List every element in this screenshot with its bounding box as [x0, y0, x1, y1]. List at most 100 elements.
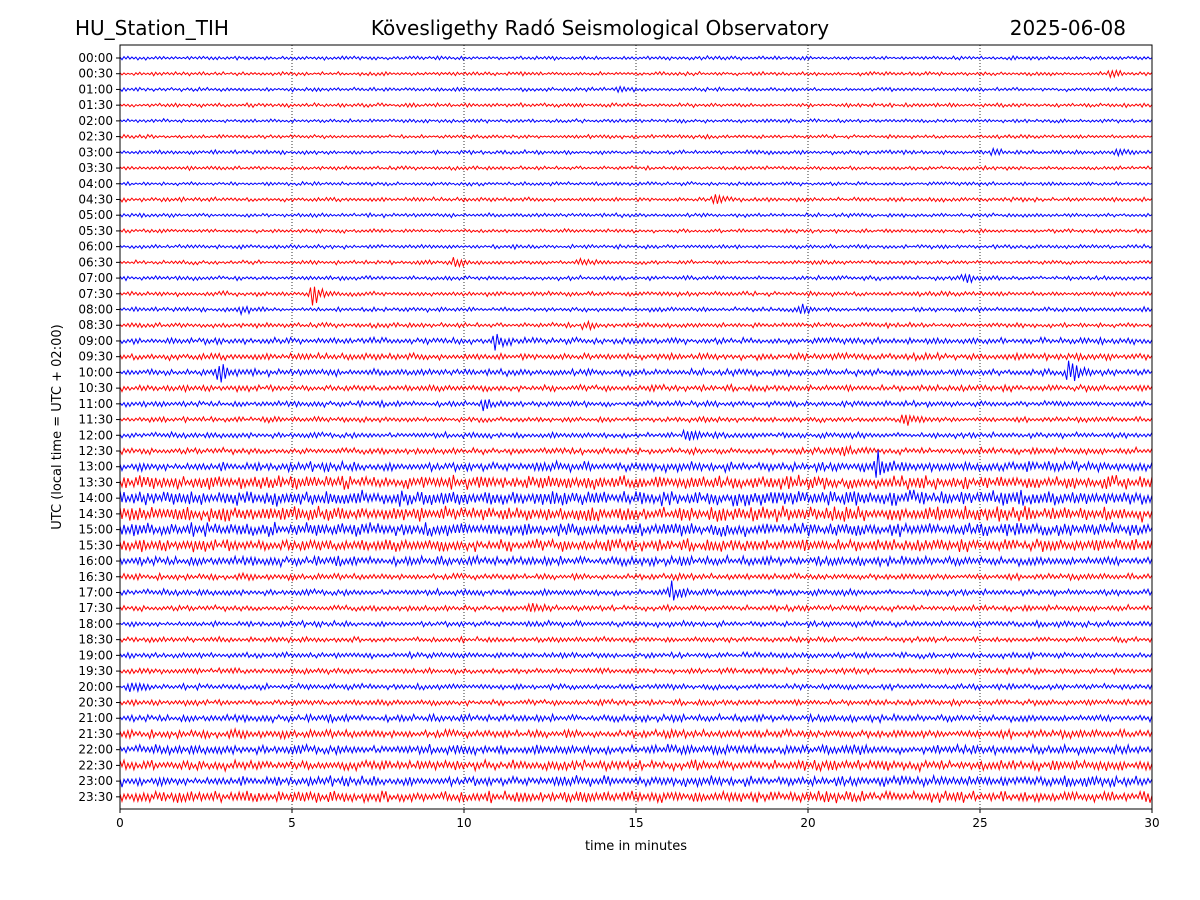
- trace-1400: [119, 489, 1153, 507]
- y-tick-label: 03:30: [78, 161, 113, 175]
- y-tick-label: 18:00: [78, 617, 113, 631]
- y-tick-label: 21:00: [78, 711, 113, 725]
- trace-0300: [119, 146, 1153, 158]
- y-tick-label: 13:00: [78, 460, 113, 474]
- y-tick-label: 04:30: [78, 192, 113, 206]
- y-tick-label: 12:30: [78, 444, 113, 458]
- trace-0430: [119, 193, 1153, 206]
- trace-1500: [119, 521, 1153, 538]
- y-tick-label: 19:30: [78, 664, 113, 678]
- trace-0630: [119, 256, 1153, 269]
- y-tick-label: 21:30: [78, 727, 113, 741]
- trace-2030: [119, 697, 1153, 708]
- y-tick-label: 03:00: [78, 145, 113, 159]
- trace-1330: [119, 474, 1153, 490]
- trace-1100: [119, 398, 1153, 412]
- y-tick-label: 20:00: [78, 680, 113, 694]
- trace-1130: [119, 413, 1153, 426]
- y-tick-label: 11:00: [78, 397, 113, 411]
- trace-1430: [119, 505, 1153, 523]
- y-tick-label: 22:30: [78, 758, 113, 772]
- y-tick-label: 10:30: [78, 381, 113, 395]
- y-tick-label: 01:00: [78, 82, 113, 96]
- trace-0400: [119, 180, 1153, 187]
- y-tick-label: 16:00: [78, 554, 113, 568]
- y-tick-label: 12:00: [78, 428, 113, 442]
- trace-0700: [119, 272, 1153, 284]
- y-tick-label: 14:00: [78, 491, 113, 505]
- trace-2200: [119, 742, 1153, 757]
- y-tick-label: 08:00: [78, 303, 113, 317]
- trace-1530: [119, 537, 1153, 553]
- trace-0230: [119, 133, 1153, 140]
- trace-0030: [119, 68, 1153, 79]
- trace-layer: [119, 54, 1153, 805]
- trace-1300: [119, 450, 1153, 478]
- trace-2100: [119, 712, 1153, 725]
- y-tick-label: 04:00: [78, 177, 113, 191]
- y-tick-label: 15:00: [78, 523, 113, 537]
- trace-1030: [119, 382, 1153, 394]
- trace-1930: [119, 666, 1153, 676]
- trace-2230: [119, 758, 1153, 774]
- y-tick-label: 16:30: [78, 570, 113, 584]
- trace-1230: [119, 444, 1153, 457]
- station-title: HU_Station_TIH: [75, 16, 229, 40]
- trace-2300: [119, 773, 1153, 789]
- trace-0530: [119, 227, 1153, 235]
- y-tick-label: 06:00: [78, 240, 113, 254]
- y-tick-label: 09:00: [78, 334, 113, 348]
- title-group: HU_Station_TIH Kövesligethy Radó Seismol…: [75, 16, 1126, 40]
- y-tick-label: 09:30: [78, 350, 113, 364]
- y-tick-label: 23:30: [78, 790, 113, 804]
- y-tick-label: 07:00: [78, 271, 113, 285]
- trace-1700: [119, 580, 1153, 601]
- y-tick-label: 06:30: [78, 255, 113, 269]
- x-tick-label: 10: [456, 816, 471, 830]
- trace-0600: [119, 243, 1153, 251]
- y-tick-label: 02:00: [78, 114, 113, 128]
- y-tick-label: 00:30: [78, 67, 113, 81]
- trace-1600: [119, 553, 1153, 569]
- trace-0100: [119, 85, 1153, 94]
- y-tick-label: 01:30: [78, 98, 113, 112]
- y-tick-label: 05:00: [78, 208, 113, 222]
- x-tick-label: 25: [972, 816, 987, 830]
- trace-2130: [119, 727, 1153, 741]
- trace-1800: [119, 619, 1153, 629]
- grid-layer: [291, 45, 981, 809]
- x-tick-layer: 0 5 10 15 20 25 30: [116, 809, 1160, 830]
- y-axis-label: UTC (local time = UTC + 02:00): [50, 324, 65, 529]
- trace-1000: [119, 360, 1153, 383]
- trace-1830: [119, 635, 1153, 644]
- trace-1200: [119, 428, 1153, 441]
- y-tick-label: 18:30: [78, 633, 113, 647]
- y-tick-label: 07:30: [78, 287, 113, 301]
- trace-0800: [119, 303, 1153, 317]
- x-tick-label: 0: [116, 816, 124, 830]
- y-tick-label: 17:30: [78, 601, 113, 615]
- y-tick-label: 02:30: [78, 130, 113, 144]
- x-tick-label: 15: [628, 816, 643, 830]
- trace-0330: [119, 164, 1153, 172]
- y-tick-label: 15:30: [78, 538, 113, 552]
- trace-2000: [119, 681, 1153, 694]
- y-tick-label: 14:30: [78, 507, 113, 521]
- y-tick-label: 19:00: [78, 648, 113, 662]
- y-tick-label: 08:30: [78, 318, 113, 332]
- x-tick-label: 30: [1144, 816, 1159, 830]
- x-tick-label: 5: [288, 816, 296, 830]
- trace-1900: [119, 650, 1153, 661]
- y-tick-label: 20:30: [78, 696, 113, 710]
- y-tick-label: 05:30: [78, 224, 113, 238]
- y-tick-label: 23:00: [78, 774, 113, 788]
- trace-1630: [119, 571, 1153, 582]
- date-title: 2025-06-08: [1010, 16, 1126, 40]
- x-axis-label: time in minutes: [585, 839, 687, 854]
- trace-0830: [119, 319, 1153, 332]
- trace-0900: [119, 333, 1153, 351]
- observatory-title: Kövesligethy Radó Seismological Observat…: [371, 16, 829, 40]
